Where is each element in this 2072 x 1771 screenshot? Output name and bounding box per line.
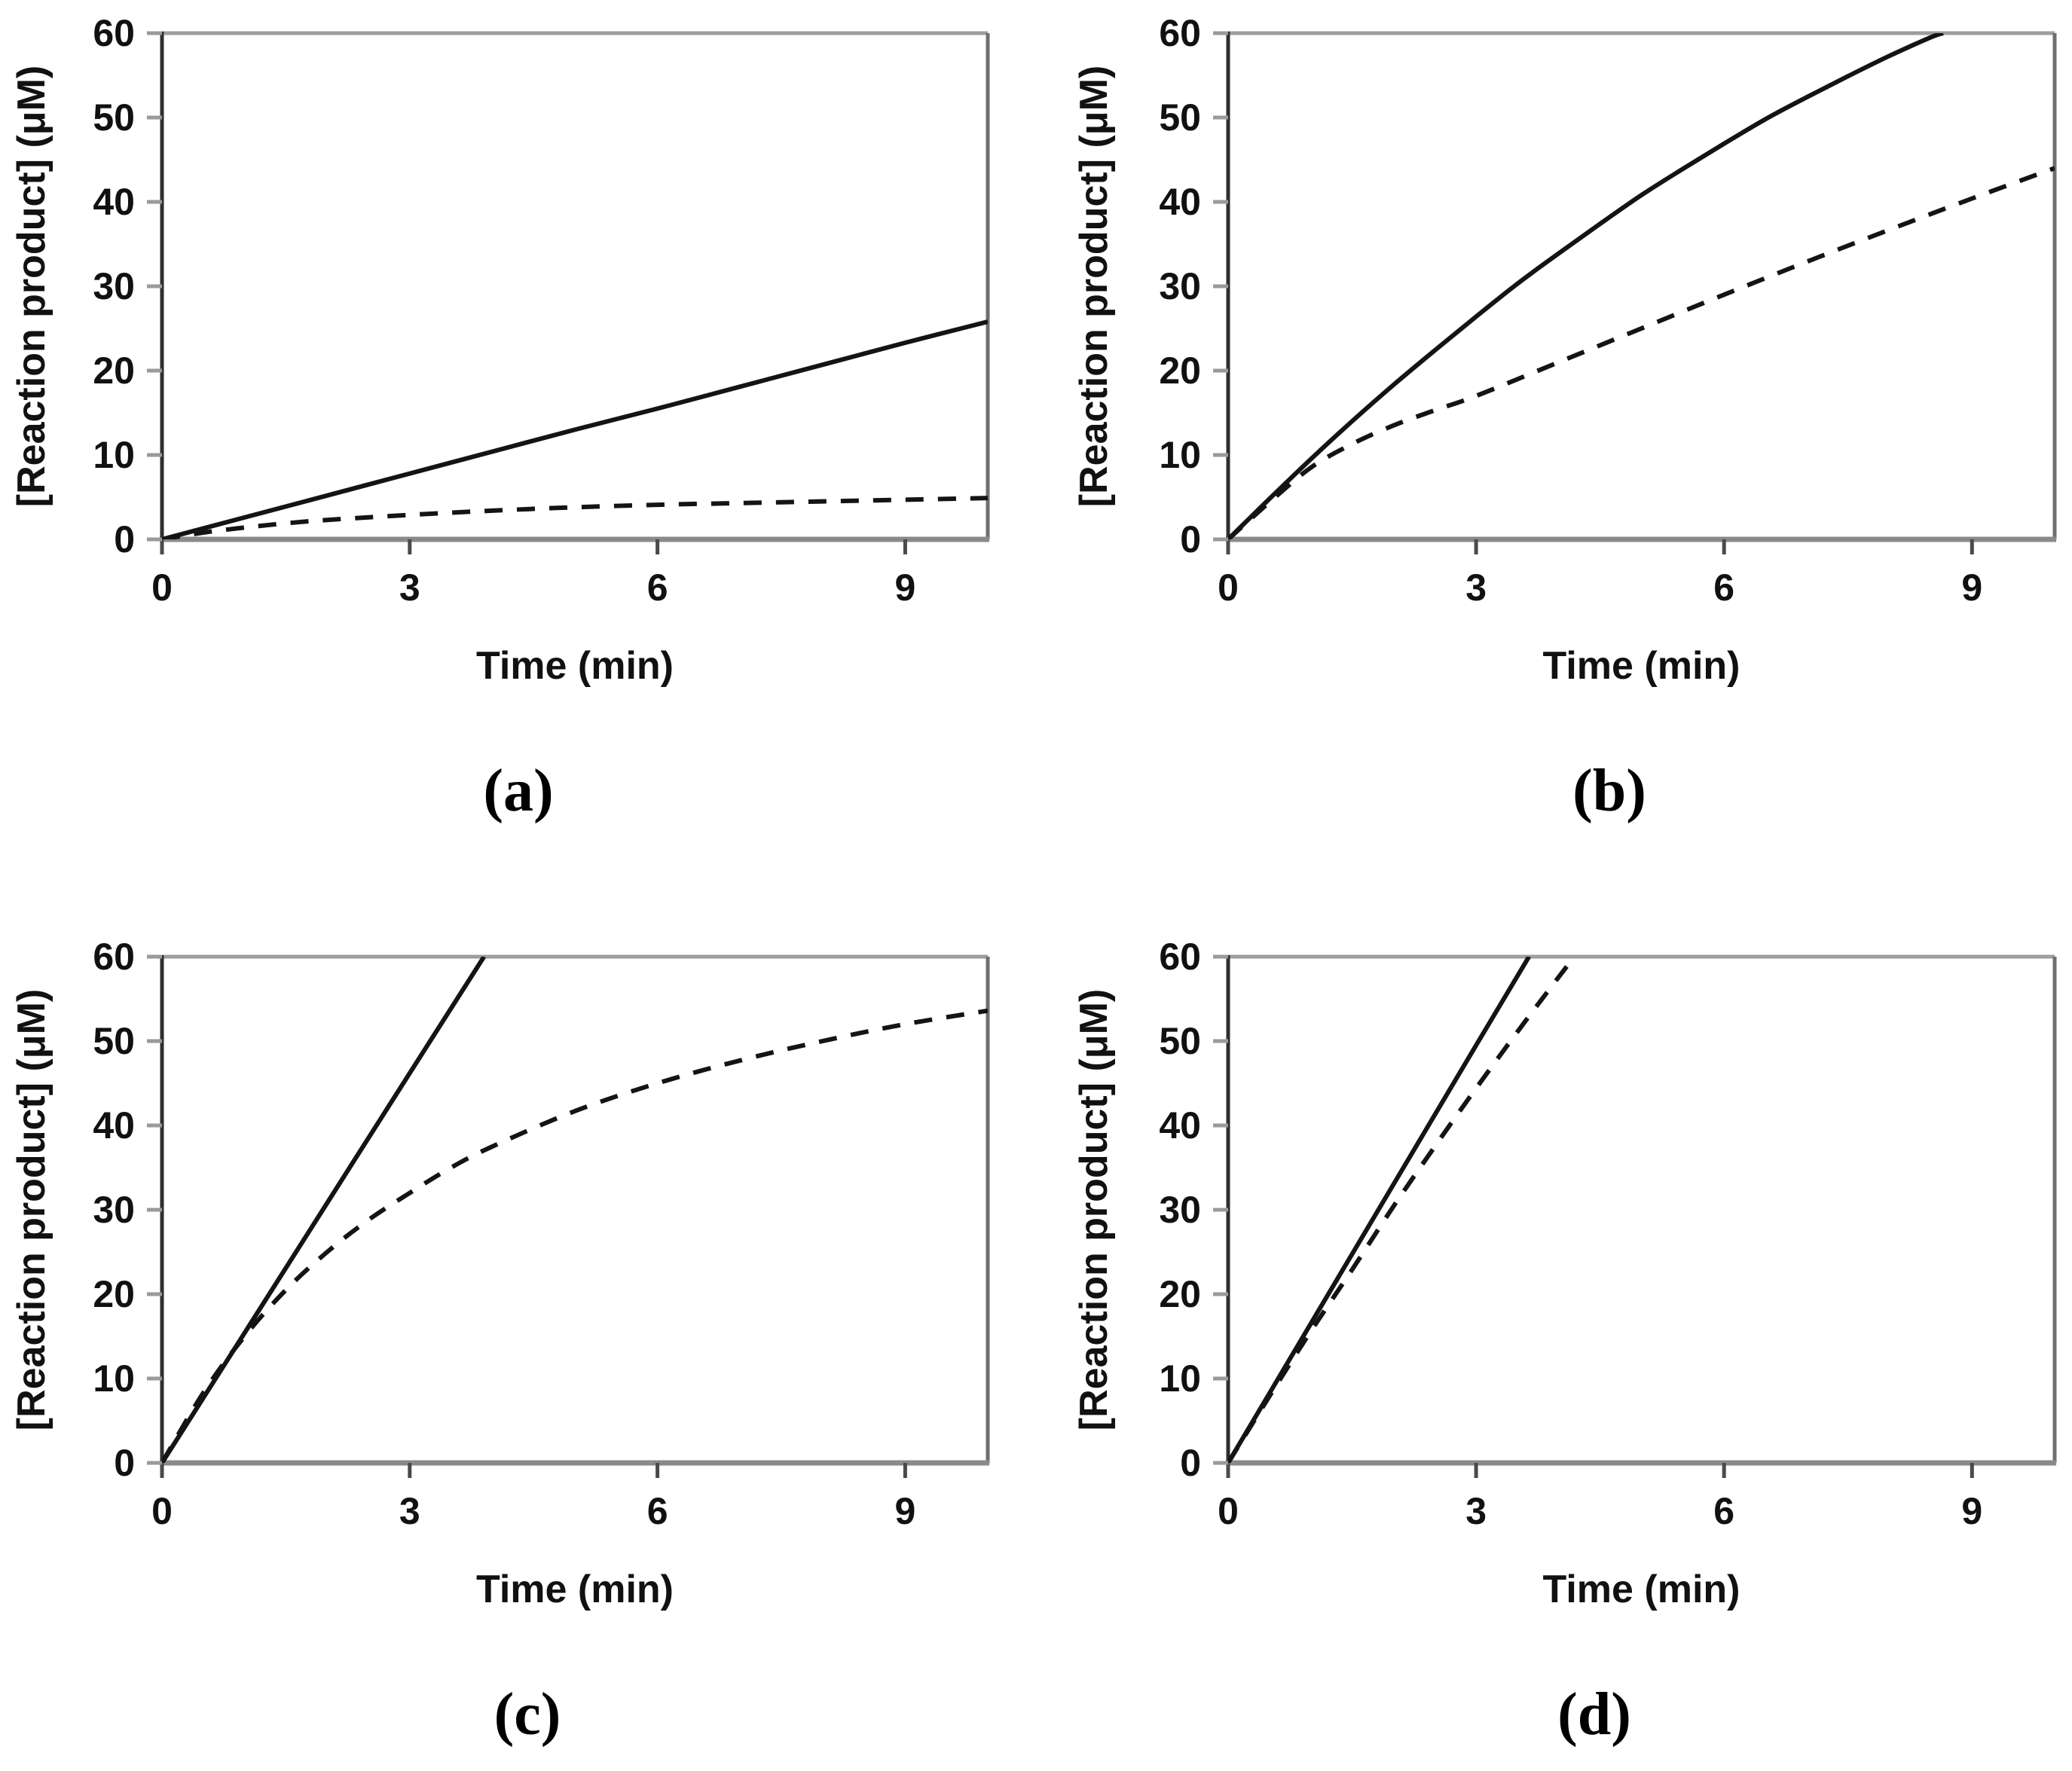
y-tick-label: 0	[1180, 518, 1201, 560]
y-axis-title: [Reaction product] (μM)	[1072, 66, 1116, 507]
panel-a: 0 3 6 9 0 10 20 30 40 50 60 Time (min) [Reaction pro…	[10, 12, 990, 824]
x-tick-label: 6	[1713, 566, 1734, 609]
dashed-curve	[162, 1008, 988, 1463]
x-tick-label: 3	[1465, 1490, 1487, 1532]
dashed-curve	[162, 496, 988, 539]
solid-curve	[162, 319, 988, 539]
x-tick-label: 9	[1961, 566, 1982, 609]
panel-b: 0 3 6 9 0 10 20 30 40 50 60 Time (min) [Reaction pro…	[1072, 12, 2057, 824]
y-axis-title: [Reaction product] (μM)	[1072, 989, 1116, 1431]
y-tick-label: 60	[93, 12, 135, 54]
solid-curve	[162, 957, 486, 1463]
y-tick-label: 50	[1159, 1020, 1201, 1062]
x-tick-label: 9	[894, 1490, 915, 1532]
x-axis-title: Time (min)	[476, 644, 674, 688]
x-tick-label: 0	[1218, 566, 1239, 609]
x-tick-label: 0	[1218, 1490, 1239, 1532]
y-tick-label: 50	[1159, 96, 1201, 139]
x-tick-label: 9	[1961, 1490, 1982, 1532]
y-tick-label: 20	[1159, 350, 1201, 392]
panel-c: 0 3 6 9 0 10 20 30 40 50 60 Time (min) [Reaction pro…	[10, 936, 990, 1748]
y-tick-label: 20	[1159, 1273, 1201, 1315]
panel-label-b: (b)	[1572, 758, 1646, 824]
y-tick-label: 10	[93, 1357, 135, 1400]
panel-label-c: (c)	[494, 1681, 561, 1748]
x-tick-label: 0	[151, 1490, 173, 1532]
y-tick-label: 10	[1159, 434, 1201, 476]
y-tick-label: 40	[93, 181, 135, 223]
y-tick-label: 30	[93, 265, 135, 307]
y-tick-label: 10	[1159, 1357, 1201, 1400]
y-tick-label: 50	[93, 1020, 135, 1062]
x-tick-label: 6	[647, 566, 668, 609]
x-tick-label: 3	[399, 1490, 420, 1532]
x-axis-title: Time (min)	[1543, 644, 1740, 688]
panel-label-d: (d)	[1557, 1681, 1631, 1748]
x-axis-title: Time (min)	[476, 1568, 674, 1611]
y-tick-label: 60	[1159, 936, 1201, 978]
y-tick-label: 60	[93, 936, 135, 978]
x-tick-label: 9	[894, 566, 915, 609]
y-tick-label: 40	[1159, 181, 1201, 223]
dashed-curve	[1228, 957, 1576, 1463]
curves-group	[162, 957, 988, 1463]
x-tick-label: 3	[399, 566, 420, 609]
y-tick-label: 0	[1180, 1442, 1201, 1484]
y-tick-label: 30	[1159, 265, 1201, 307]
x-axis-title: Time (min)	[1543, 1568, 1740, 1611]
x-tick-label: 6	[1713, 1490, 1734, 1532]
y-tick-label: 50	[93, 96, 135, 139]
x-tick-label: 6	[647, 1490, 668, 1532]
y-tick-label: 60	[1159, 12, 1201, 54]
y-axis-title: [Reaction product] (μM)	[10, 989, 53, 1431]
curves-group	[162, 319, 988, 539]
panel-label-a: (a)	[483, 758, 553, 824]
panel-d: 0 3 6 9 0 10 20 30 40 50 60 Time (min) [Reaction pro…	[1072, 936, 2057, 1748]
y-tick-label: 10	[93, 434, 135, 476]
solid-curve	[1228, 33, 1944, 539]
curves-group	[1228, 957, 1576, 1463]
y-tick-label: 20	[93, 1273, 135, 1315]
x-tick-label: 3	[1465, 566, 1487, 609]
y-tick-label: 30	[93, 1189, 135, 1231]
y-tick-label: 40	[1159, 1104, 1201, 1147]
y-tick-label: 20	[93, 350, 135, 392]
y-tick-label: 30	[1159, 1189, 1201, 1231]
y-tick-label: 0	[114, 518, 135, 560]
curves-group	[1228, 33, 2055, 539]
x-tick-label: 0	[151, 566, 173, 609]
y-axis-title: [Reaction product] (μM)	[10, 66, 53, 507]
y-tick-label: 0	[114, 1442, 135, 1484]
y-tick-label: 40	[93, 1104, 135, 1147]
